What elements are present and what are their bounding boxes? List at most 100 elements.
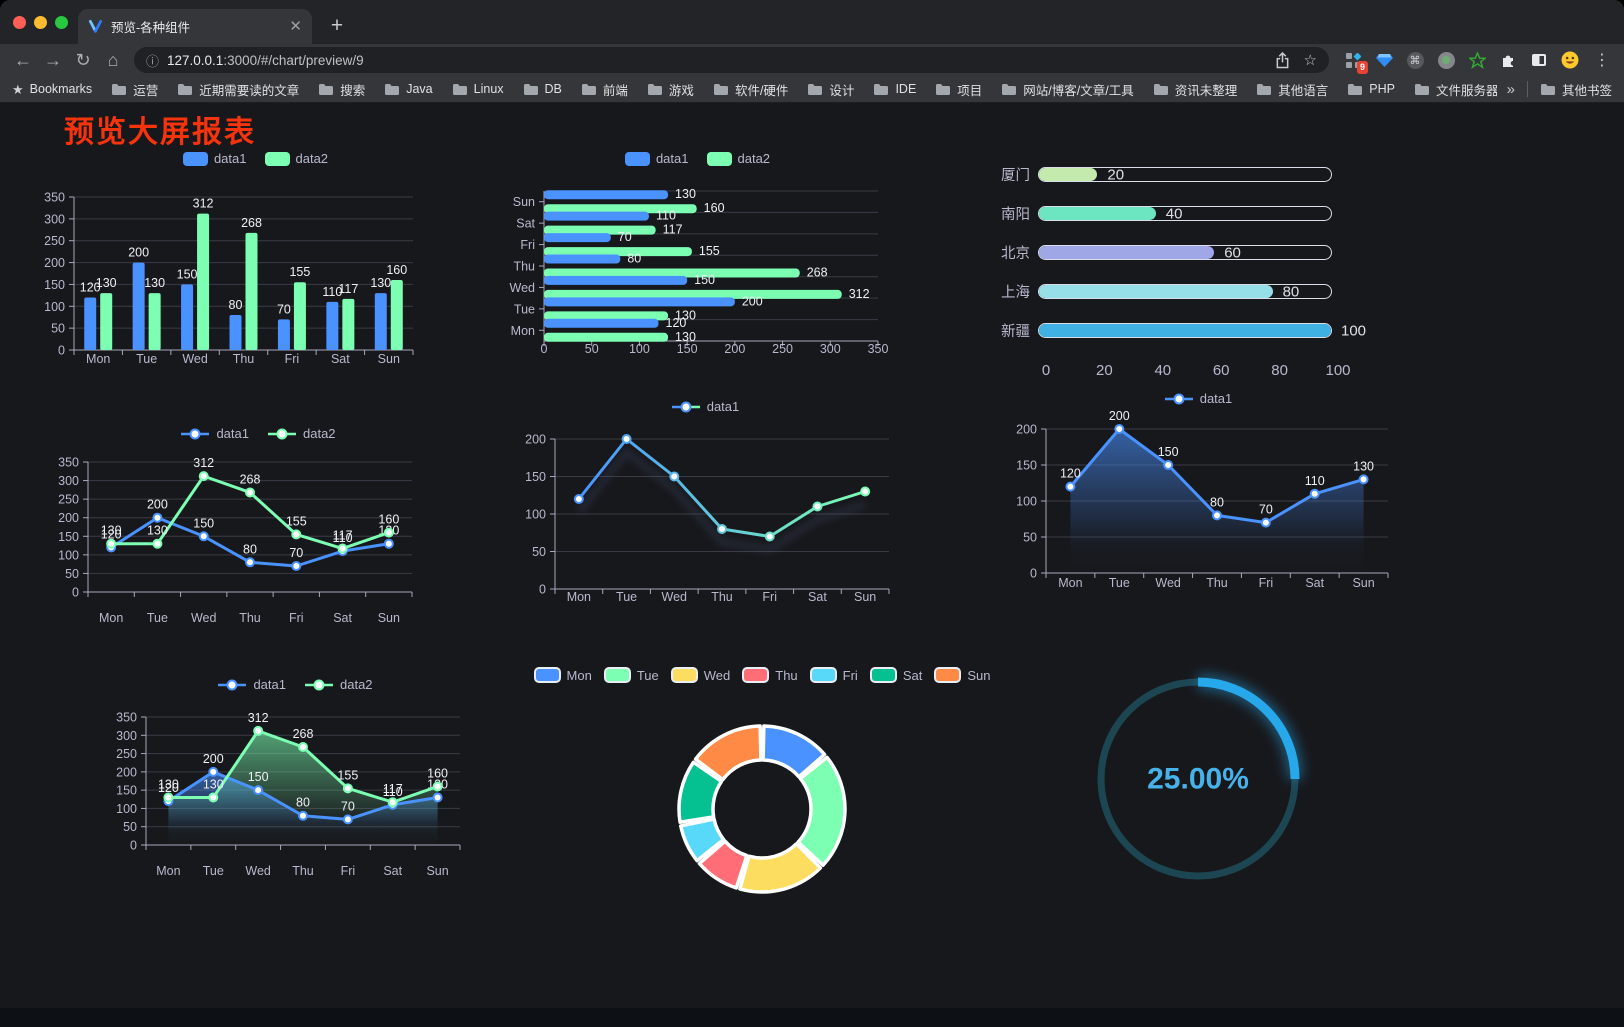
home-button[interactable]: ⌂ [107, 49, 119, 70]
legend-item-data2[interactable]: data2 [264, 151, 328, 166]
bookmark-folder[interactable]: 设计 [807, 80, 854, 99]
chart-canvas[interactable] [562, 667, 962, 917]
bookmark-label: 文件服务器 [1435, 83, 1497, 98]
svg-text:Wed: Wed [1155, 576, 1181, 590]
legend-swatch [603, 667, 631, 683]
legend-item-data1[interactable]: data1 [217, 677, 286, 692]
progress-track[interactable]: 40 [1038, 205, 1332, 222]
extension-record-icon[interactable] [1436, 50, 1456, 70]
svg-text:Fri: Fri [285, 352, 300, 366]
bookmark-folder[interactable]: Linux [452, 82, 504, 96]
extension-command-icon[interactable]: ⌘ [1405, 50, 1425, 70]
chart-canvas[interactable]: 0 50 100 150 200 250 300 350 Mon Tue Wed Thu Fri Sat S… [48, 426, 468, 638]
chart-canvas[interactable]: 0 50 100 150 200 Mon Tue Wed Thu Fri Sat Sun 120 200 1… [1000, 391, 1396, 613]
bookmark-folder[interactable]: 软件/硬件 [713, 80, 788, 99]
pie-slice-Fri[interactable] [678, 817, 726, 863]
reload-button[interactable]: ↻ [75, 49, 91, 70]
pie-slice-Wed[interactable] [738, 842, 823, 894]
bookmarks-bar: ★ Bookmarks 运营 近期需要读的文章 搜索 Java Linux DB 前端 游戏 软… [0, 76, 1624, 103]
close-window-button[interactable] [13, 15, 26, 29]
bookmarks-overflow-chevron[interactable]: » [1506, 80, 1515, 98]
bookmark-folder[interactable]: PHP [1347, 82, 1395, 96]
bookmark-folder[interactable]: 资讯未整理 [1153, 80, 1237, 99]
pie-slice-Mon[interactable] [761, 724, 827, 779]
progress-value: 20 [1107, 166, 1125, 183]
pie-slice-Sun[interactable] [693, 724, 763, 782]
extension-star-icon[interactable] [1467, 50, 1487, 70]
folder-icon [178, 83, 193, 95]
bookmark-folder[interactable]: 网站/博客/文章/工具 [1001, 80, 1134, 99]
legend-item-data1[interactable]: data1 [1164, 391, 1232, 406]
address-bar[interactable]: ⓘ 127.0.0.1:3000/#/chart/preview/9 ☆ [134, 47, 1329, 73]
bookmark-folder[interactable]: Java [384, 82, 433, 96]
legend-item-data2[interactable]: data2 [267, 426, 336, 441]
legend-item-data1[interactable]: data1 [671, 399, 739, 414]
legend-item-data1[interactable]: data1 [624, 151, 689, 166]
legend-item-Fri[interactable]: Fri [809, 667, 858, 683]
progress-fill [1039, 285, 1273, 298]
extension-grid-icon[interactable]: 9 [1343, 50, 1368, 74]
minimize-window-button[interactable] [34, 15, 47, 29]
progress-chart: 厦门 20 南阳 40 北京 60 上海 80 新疆 100 0 20 40 60 80 100 [980, 153, 1366, 382]
forward-button[interactable]: → [44, 49, 62, 70]
star-icon: ★ [12, 81, 24, 97]
bookmark-folder[interactable]: IDE [873, 82, 916, 96]
legend-item-Thu[interactable]: Thu [742, 667, 798, 683]
chart-canvas[interactable]: 0 50 100 150 200 250 300 350 Mon Tue Wed Thu Fri Sat S… [44, 151, 463, 373]
extension-emoji-icon[interactable] [1560, 50, 1580, 70]
legend-item-Sat[interactable]: Sat [869, 667, 922, 683]
bookmarks-root[interactable]: ★ Bookmarks [12, 82, 92, 96]
tab-close-icon[interactable]: ✕ [289, 18, 302, 35]
extension-puzzle-icon[interactable] [1498, 50, 1518, 70]
progress-track[interactable]: 80 [1038, 283, 1332, 300]
legend-item-Mon[interactable]: Mon [533, 667, 592, 683]
maximize-window-button[interactable] [55, 15, 68, 29]
svg-text:Fri: Fri [1259, 576, 1274, 590]
svg-text:150: 150 [248, 770, 269, 784]
legend-item-Tue[interactable]: Tue [603, 667, 659, 683]
svg-text:Mon: Mon [511, 324, 535, 338]
legend-item-data2[interactable]: data2 [304, 677, 373, 692]
legend-item-Wed[interactable]: Wed [670, 667, 730, 683]
extension-splitview-icon[interactable] [1529, 50, 1549, 70]
legend-item-data2[interactable]: data2 [706, 151, 770, 166]
share-icon[interactable] [1275, 51, 1290, 69]
bookmark-folder[interactable]: 其他语言 [1256, 80, 1328, 99]
chart-canvas[interactable]: 25.00% [1093, 669, 1303, 887]
bookmark-folder[interactable]: 前端 [581, 80, 628, 99]
svg-text:Thu: Thu [292, 864, 314, 878]
svg-text:150: 150 [58, 530, 79, 544]
svg-text:250: 250 [772, 342, 793, 356]
bookmark-folder[interactable]: 项目 [935, 80, 982, 99]
progress-track[interactable]: 20 [1038, 166, 1332, 183]
bookmark-folder[interactable]: DB [523, 82, 562, 96]
bookmark-folder[interactable]: 近期需要读的文章 [177, 80, 299, 99]
progress-track[interactable]: 60 [1038, 244, 1332, 261]
other-bookmarks[interactable]: 其他书签 [1540, 80, 1612, 99]
progress-track[interactable]: 100 [1038, 322, 1366, 339]
back-button[interactable]: ← [14, 49, 32, 70]
legend-line-icon [1164, 393, 1193, 404]
svg-text:150: 150 [677, 342, 698, 356]
pie-slice-Tue[interactable] [796, 755, 847, 867]
pie-slice-Thu[interactable] [697, 839, 749, 890]
bookmark-star-icon[interactable]: ☆ [1303, 51, 1317, 69]
bookmark-folder[interactable]: 游戏 [647, 80, 694, 99]
bookmark-folder[interactable]: 运营 [111, 80, 158, 99]
pie-slice-Sat[interactable] [677, 760, 724, 824]
chart-canvas[interactable]: 0 50 100 150 200 Mon Tue Wed Thu Fri Sat Sun [505, 399, 905, 614]
bookmark-folder[interactable]: 搜索 [318, 80, 365, 99]
bookmark-folder[interactable]: 文件服务器 [1414, 80, 1497, 99]
svg-text:Thu: Thu [711, 590, 733, 604]
new-tab-button[interactable]: + [330, 14, 344, 37]
extension-gem-icon[interactable] [1374, 50, 1394, 70]
browser-menu-icon[interactable]: ⋮ [1594, 52, 1610, 69]
chart-canvas[interactable]: 0 50 100 150 200 250 300 350 Mon Tue Wed Thu Fri Sat S… [110, 677, 480, 891]
progress-label: 南阳 [1001, 207, 1030, 223]
legend-item-data1[interactable]: data1 [180, 426, 249, 441]
site-info-icon[interactable]: ⓘ [146, 53, 160, 69]
legend-item-Sun[interactable]: Sun [934, 667, 990, 683]
legend-item-data1[interactable]: data1 [182, 151, 247, 166]
browser-tab[interactable]: 预览-各种组件 ✕ [78, 9, 312, 44]
